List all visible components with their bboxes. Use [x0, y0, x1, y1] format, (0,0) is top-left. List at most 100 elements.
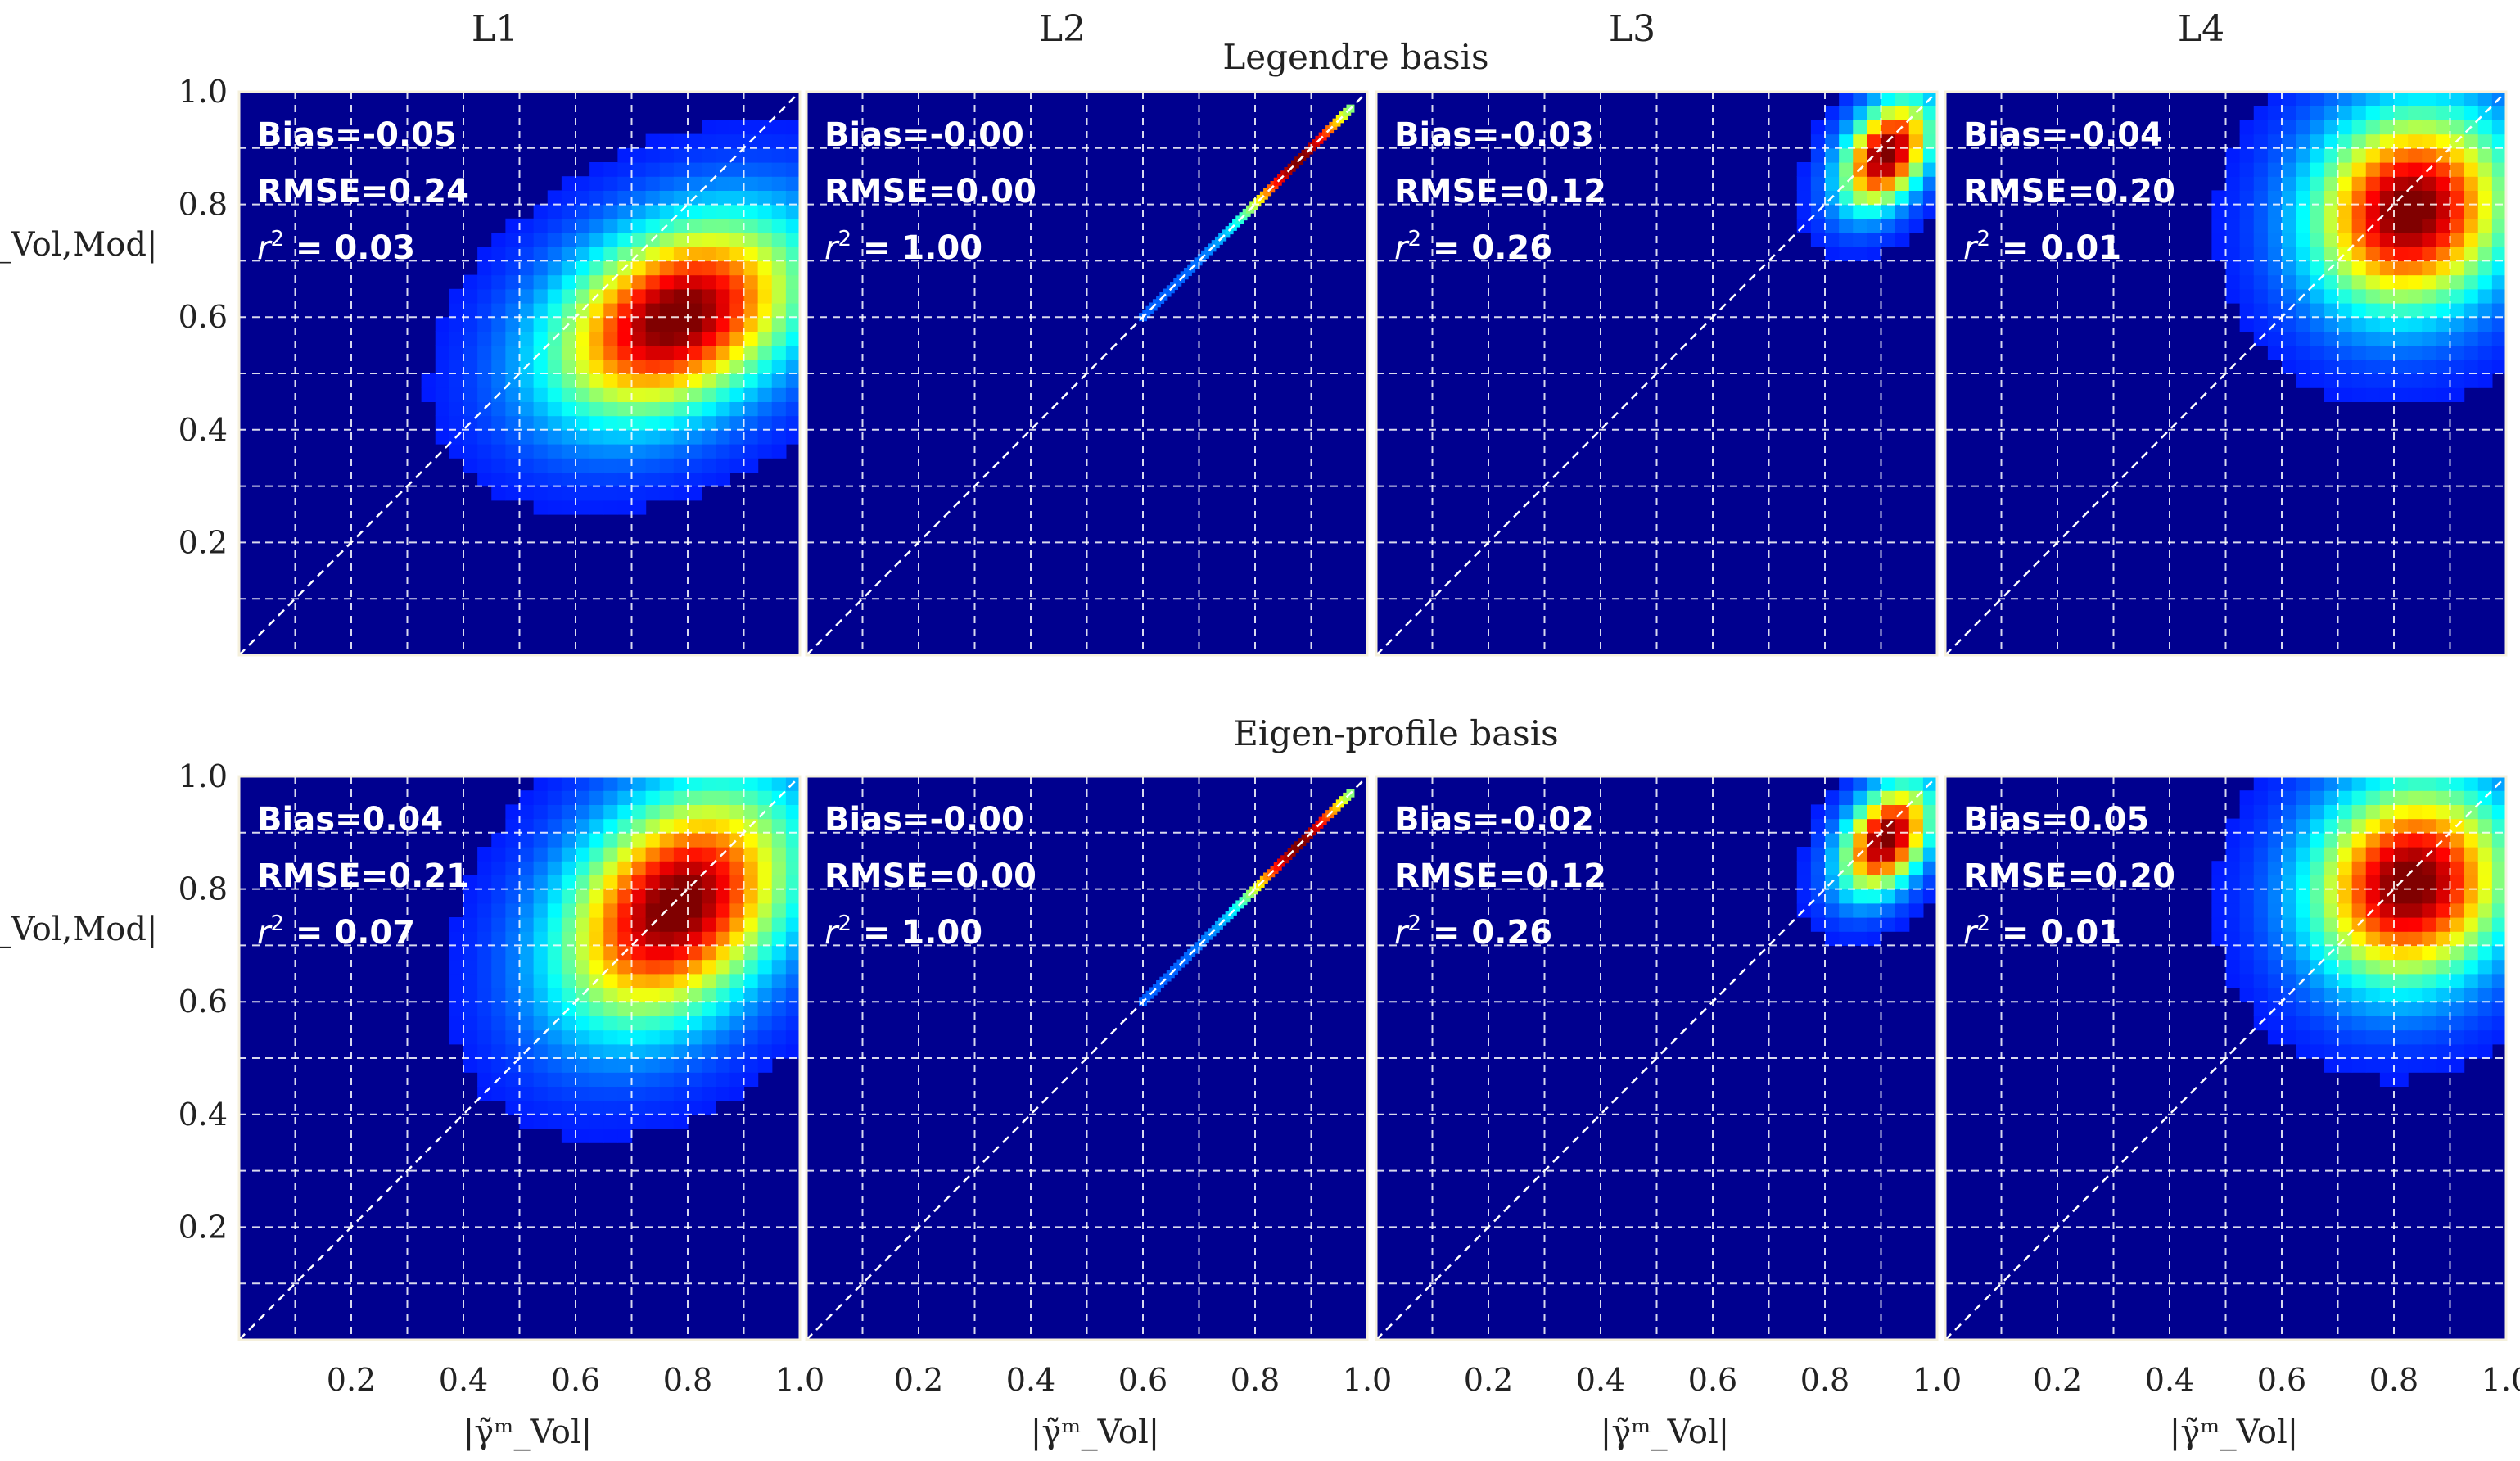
density-cell: [757, 444, 773, 459]
density-cell: [2422, 120, 2436, 135]
density-cell: [2422, 790, 2436, 805]
density-heatmap: [421, 120, 800, 515]
density-cell: [729, 176, 745, 191]
density-cell: [1895, 917, 1910, 932]
density-cell: [2337, 1015, 2353, 1031]
density-cell: [743, 1029, 759, 1045]
density-cell: [2282, 875, 2296, 890]
density-cell: [533, 776, 549, 791]
x-tick-label: 0.2: [2033, 1362, 2082, 1398]
density-cell: [729, 1086, 745, 1101]
density-cell: [2464, 260, 2479, 276]
density-cell: [463, 373, 478, 388]
density-cell: [561, 790, 576, 805]
density-cell: [757, 359, 773, 374]
density-cell: [2365, 274, 2381, 290]
density-cell: [576, 832, 590, 848]
density-cell: [2436, 387, 2451, 402]
density-cell: [673, 1002, 689, 1016]
density-cell: [2477, 303, 2493, 318]
density-cell: [688, 359, 702, 374]
density-cell: [561, 988, 576, 1002]
density-cell: [688, 861, 702, 875]
density-cell: [729, 387, 745, 402]
density-cell: [631, 804, 647, 820]
density-cell: [561, 1015, 576, 1031]
density-cell: [576, 415, 590, 431]
density-cell: [757, 1043, 773, 1059]
density-cell: [2394, 92, 2409, 106]
density-cell: [449, 359, 464, 374]
density-cell: [716, 387, 730, 402]
density-cell: [533, 500, 549, 515]
density-cell: [505, 317, 521, 332]
density-cell: [688, 847, 702, 862]
density-cell: [716, 832, 730, 848]
density-cell: [2267, 92, 2283, 106]
density-cell: [449, 1002, 464, 1016]
density-cell: [2310, 1043, 2324, 1059]
row-title-legendre: Legendre basis: [1222, 37, 1488, 77]
x-tick-label: 0.8: [663, 1362, 712, 1398]
density-cell: [491, 1002, 506, 1016]
density-cell: [1839, 106, 1854, 120]
density-cell: [2365, 303, 2381, 318]
density-cell: [449, 317, 464, 332]
density-cell: [519, 790, 535, 805]
density-cell: [2310, 902, 2324, 918]
density-cell: [2450, 162, 2465, 177]
density-cell: [1895, 233, 1910, 247]
density-cell: [771, 162, 787, 177]
density-cell: [1867, 190, 1882, 206]
density-cell: [2282, 247, 2296, 261]
density-cell: [716, 861, 730, 875]
rmse-label: RMSE=0.00: [824, 857, 1036, 895]
density-cell: [702, 133, 716, 149]
density-cell: [589, 218, 604, 233]
density-cell: [688, 147, 702, 163]
density-cell: [631, 429, 647, 445]
density-cell: [2464, 832, 2479, 848]
density-cell: [2379, 875, 2395, 890]
density-cell: [2310, 373, 2324, 388]
density-cell: [729, 274, 745, 290]
density-cell: [645, 1072, 661, 1087]
density-cell: [645, 429, 661, 445]
density-cell: [617, 500, 633, 515]
density-cell: [576, 317, 590, 332]
density-cell: [2337, 373, 2353, 388]
density-cell: [477, 345, 492, 360]
density-cell: [757, 945, 773, 961]
density-cell: [659, 387, 675, 402]
x-tick-label: 0.2: [1464, 1362, 1513, 1398]
density-cell: [2296, 1043, 2310, 1059]
density-cell: [505, 973, 521, 988]
density-cell: [645, 902, 661, 918]
density-cell: [743, 345, 759, 360]
density-cell: [491, 861, 506, 875]
density-cell: [2239, 218, 2255, 233]
density-cell: [547, 401, 562, 417]
density-cell: [2337, 218, 2353, 233]
density-cell: [2464, 931, 2479, 946]
density-cell: [2324, 204, 2339, 219]
density-cell: [2379, 988, 2395, 1002]
density-cell: [1825, 133, 1840, 149]
density-cell: [2282, 120, 2296, 135]
density-cell: [477, 1043, 492, 1059]
bias-label: Bias=-0.04: [1963, 116, 2163, 154]
density-cell: [785, 260, 800, 276]
density-cell: [2464, 959, 2479, 975]
density-cell: [547, 1086, 562, 1101]
density-cell: [743, 190, 759, 206]
density-cell: [449, 303, 464, 318]
density-heatmap: [2211, 92, 2506, 402]
density-cell: [2351, 303, 2367, 318]
density-cell: [757, 973, 773, 988]
density-cell: [2211, 861, 2227, 875]
density-cell: [2225, 247, 2241, 261]
density-cell: [576, 945, 590, 961]
density-cell: [435, 345, 450, 360]
density-cell: [2408, 317, 2423, 332]
density-cell: [2296, 176, 2310, 191]
